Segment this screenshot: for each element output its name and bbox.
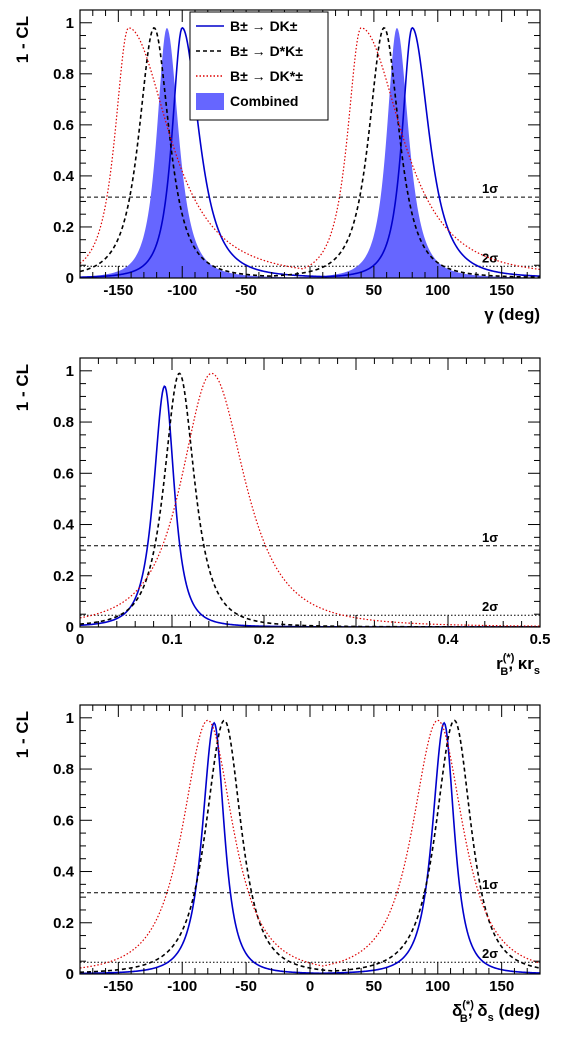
series-group: [80, 372, 540, 627]
x-tick-label: -50: [235, 282, 257, 299]
y-tick-label: 0.6: [53, 812, 74, 829]
x-tick-label: 0.1: [162, 631, 183, 648]
y-tick-label: 0.6: [53, 117, 74, 134]
y-tick-label: 0.4: [53, 517, 75, 534]
reference-label-2sigma: 2σ: [482, 250, 498, 265]
y-tick-label: 0.8: [53, 66, 74, 83]
x-tick-label: 0.5: [530, 631, 551, 648]
series-line-1: [80, 721, 540, 974]
legend-label-1: B± → DK±: [230, 18, 298, 34]
x-tick-label: 50: [366, 978, 383, 995]
series-group: [80, 719, 540, 974]
legend-swatch-combined: [196, 93, 224, 110]
x-tick-label: 0: [76, 631, 84, 648]
x-tick-label: 0: [306, 282, 314, 299]
y-tick-label: 0: [66, 619, 74, 636]
y-tick-label: 1: [66, 710, 74, 727]
y-tick-label: 0: [66, 966, 74, 983]
series-line-1: [80, 385, 540, 627]
y-tick-label: 0.8: [53, 414, 74, 431]
y-tick-label: 0.4: [53, 168, 75, 185]
legend: B± → DK± B± → D*K± B± → DK*± Combined: [189, 11, 329, 121]
y-tick-label: 1: [66, 363, 74, 380]
y-tick-label: 0.2: [53, 219, 74, 236]
x-tick-label: 0: [306, 978, 314, 995]
legend-label-4: Combined: [230, 93, 298, 109]
reference-label-2sigma: 2σ: [482, 599, 498, 614]
x-tick-label: 0.4: [438, 631, 460, 648]
x-axis-label: γ (deg): [484, 305, 540, 324]
series-line-2: [80, 719, 540, 974]
y-tick-label: 0.6: [53, 465, 74, 482]
chart-panel-3: 1σ 2σ -150 -100 -50 0 50 100 150 0 0.2 0.4 0.6 0.8 1 δ(…: [13, 704, 541, 1025]
chart-panel-1: 1σ 2σ -150 -100 -50 0 50 100 150 0 0.2 0.4 0.6 0.8 1 γ …: [13, 9, 541, 324]
y-tick-label: 0.8: [53, 761, 74, 778]
y-tick-label: 0: [66, 270, 74, 287]
x-tick-label: 100: [425, 978, 450, 995]
plot-frame: [79, 704, 541, 975]
x-tick-label: 50: [366, 282, 383, 299]
series-line-3: [80, 372, 540, 627]
y-tick-label: 0.2: [53, 568, 74, 585]
chart-panel-2: 1σ 2σ 0 0.1 0.2 0.3 0.4 0.5 0 0.2 0.4 0.6 0.8 1 r(*) B,…: [13, 357, 551, 678]
y-tick-label: 0.2: [53, 915, 74, 932]
x-tick-label: 150: [489, 978, 514, 995]
series-line-3: [80, 27, 540, 271]
reference-label-1sigma: 1σ: [482, 877, 498, 892]
plot-frame: [79, 357, 541, 628]
x-tick-label: -100: [167, 282, 197, 299]
x-tick-label: -150: [103, 282, 133, 299]
x-tick-label: 150: [489, 282, 514, 299]
y-axis-label: 1 - CL: [13, 364, 32, 411]
y-tick-label: 0.4: [53, 864, 75, 881]
reference-label-1sigma: 1σ: [482, 530, 498, 545]
series-line-3: [80, 719, 540, 969]
y-axis-label: 1 - CL: [13, 711, 32, 758]
series-line-2: [80, 372, 540, 627]
y-tick-label: 1: [66, 15, 74, 32]
x-axis-label: r(*) B, κrs: [496, 652, 540, 678]
x-axis-label: δ(*) B, δs (deg): [452, 999, 540, 1025]
x-tick-label: 100: [425, 282, 450, 299]
legend-label-2: B± → D*K±: [230, 43, 303, 59]
x-tick-label: 0.2: [254, 631, 275, 648]
x-tick-label: -50: [235, 978, 257, 995]
x-tick-label: 0.3: [346, 631, 367, 648]
x-tick-label: -100: [167, 978, 197, 995]
y-axis-label: 1 - CL: [13, 16, 32, 63]
legend-label-3: B± → DK*±: [230, 68, 303, 84]
reference-label-1sigma: 1σ: [482, 181, 498, 196]
x-tick-label: -150: [103, 978, 133, 995]
reference-label-2sigma: 2σ: [482, 946, 498, 961]
